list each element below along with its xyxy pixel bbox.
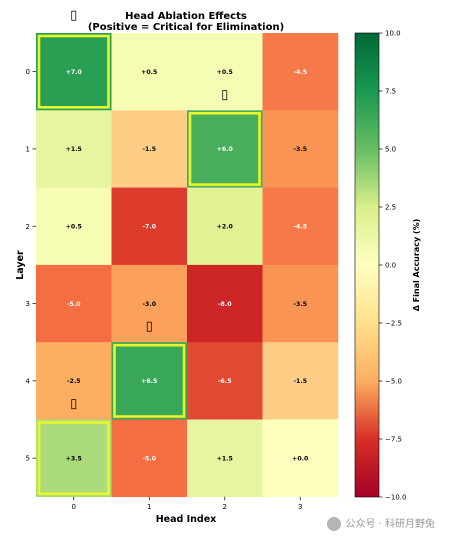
cell-value-label: -4.5 — [293, 69, 307, 76]
heatmap-cell-r1-c2 — [187, 110, 263, 188]
emoji-marker-icon: ▯ — [70, 8, 77, 23]
chart-subtitle: (Positive = Critical for Elimination) — [88, 22, 284, 33]
colorbar-tick-label: 0.0 — [385, 262, 396, 270]
heatmap-cell-r5-c3 — [262, 419, 339, 498]
cell-value-label: -1.5 — [142, 146, 156, 153]
cell-value-label: -3.5 — [293, 301, 307, 308]
highlight-box — [113, 343, 186, 418]
heatmap-cell-r3-c1 — [111, 264, 188, 343]
y-tick-label: 3 — [26, 300, 30, 308]
heatmap-cell-r0-c2 — [187, 33, 263, 111]
cell-value-label: +2.0 — [217, 223, 234, 230]
heatmap-cell-r3-c0 — [36, 264, 112, 343]
colorbar-tick-label: 5.0 — [385, 146, 396, 154]
cell-labels: +7.0 +0.5 +0.5 -4.5 +1.5 -1.5 +6.0 -3.5 +0.5 -7.0… — [66, 69, 309, 463]
cell-value-label: +0.0 — [292, 455, 309, 462]
heatmap-cell-r0-c1 — [111, 33, 188, 111]
emoji-marker-icon: ▯ — [146, 319, 153, 334]
y-axis-ticks: 0 1 2 3 4 5 — [26, 68, 36, 463]
cell-value-label: +6.5 — [141, 378, 157, 385]
y-axis-label: Layer — [15, 250, 26, 280]
heatmap-cell-r0-c0 — [36, 33, 112, 111]
heatmap-cell-r4-c0 — [36, 342, 112, 420]
highlight-box — [37, 34, 110, 109]
colorbar-tick-label: −7.5 — [385, 436, 402, 444]
x-tick-label: 2 — [223, 503, 227, 511]
cell-value-label: -6.5 — [218, 378, 232, 385]
x-tick-label: 0 — [72, 503, 76, 511]
cell-value-label: -2.5 — [67, 378, 81, 385]
watermark-text: 公众号 · 科研月野兔 — [345, 519, 435, 530]
heatmap-cell-r5-c2 — [187, 419, 263, 498]
heatmap-cell-r2-c3 — [262, 187, 339, 266]
heatmap-cells — [36, 33, 339, 498]
x-axis-ticks: 0 1 2 3 — [72, 496, 302, 511]
heatmap-cell-r1-c0 — [36, 110, 112, 188]
cell-value-label: +1.5 — [217, 455, 233, 462]
heatmap-cell-r2-c2 — [187, 187, 263, 266]
cell-value-label: -3.0 — [142, 301, 156, 308]
cell-value-label: +1.5 — [66, 146, 82, 153]
x-tick-label: 3 — [298, 503, 302, 511]
cell-value-label: -1.5 — [293, 378, 307, 385]
highlight-boxes — [37, 34, 261, 496]
colorbar-tick-label: 10.0 — [385, 30, 401, 38]
colorbar-tick-label: −10.0 — [385, 494, 406, 502]
cell-value-label: +7.0 — [66, 69, 83, 76]
emoji-marker-icon: ▯ — [221, 87, 228, 102]
cell-value-label: -8.0 — [218, 301, 232, 308]
heatmap-cell-r4-c3 — [262, 342, 339, 420]
x-tick-label: 1 — [147, 503, 151, 511]
heatmap-cell-r5-c0 — [36, 419, 112, 498]
chart-title: Head Ablation Effects — [125, 11, 247, 22]
colorbar-ticks: 10.0 7.5 5.0 2.5 0.0 −2.5 −5.0 −7.5 −10.0 — [379, 30, 406, 502]
colorbar-tick-label: 7.5 — [385, 88, 396, 96]
y-tick-label: 1 — [26, 145, 30, 153]
y-tick-label: 0 — [26, 68, 30, 76]
cell-value-label: -7.0 — [142, 223, 156, 230]
heatmap-cell-r0-c3 — [262, 33, 339, 111]
emoji-marker-icon: ▯ — [70, 397, 77, 412]
cell-markers: ▯ ▯ ▯ ▯ — [70, 8, 228, 412]
y-tick-label: 4 — [26, 377, 31, 385]
colorbar-tick-label: −2.5 — [385, 320, 402, 328]
cell-value-label: -5.0 — [142, 455, 156, 462]
colorbar-tick-label: −5.0 — [385, 378, 402, 386]
watermark: 公众号 · 科研月野兔 — [327, 515, 435, 531]
heatmap-cell-r2-c0 — [36, 187, 112, 266]
wechat-icon — [327, 517, 342, 531]
x-axis-label: Head Index — [156, 514, 217, 525]
heatmap-cell-r5-c1 — [111, 419, 188, 498]
heatmap-cell-r4-c2 — [187, 342, 263, 420]
heatmap-cell-r1-c1 — [111, 110, 188, 188]
heatmap-cell-r3-c2 — [187, 264, 263, 343]
cell-value-label: +3.5 — [66, 455, 82, 462]
colorbar — [354, 32, 380, 498]
cell-value-label: +0.5 — [66, 223, 82, 230]
heatmap-cell-r1-c3 — [262, 110, 339, 188]
y-tick-label: 5 — [26, 455, 30, 463]
cell-value-label: -5.0 — [67, 301, 81, 308]
y-tick-label: 2 — [26, 223, 30, 231]
colorbar-tick-label: 2.5 — [385, 204, 396, 212]
cell-value-label: +0.5 — [217, 69, 233, 76]
highlight-box — [37, 421, 110, 496]
highlight-box — [188, 112, 261, 186]
colorbar-label: Δ Final Accuracy (%) — [412, 219, 421, 312]
heatmap-cell-r3-c3 — [262, 264, 339, 343]
heatmap-cell-r4-c1 — [111, 342, 188, 420]
cell-value-label: -4.5 — [293, 223, 307, 230]
cell-value-label: +6.0 — [217, 146, 234, 153]
cell-value-label: +0.5 — [141, 69, 157, 76]
cell-value-label: -3.5 — [293, 146, 307, 153]
heatmap-cell-r2-c1 — [111, 187, 188, 266]
